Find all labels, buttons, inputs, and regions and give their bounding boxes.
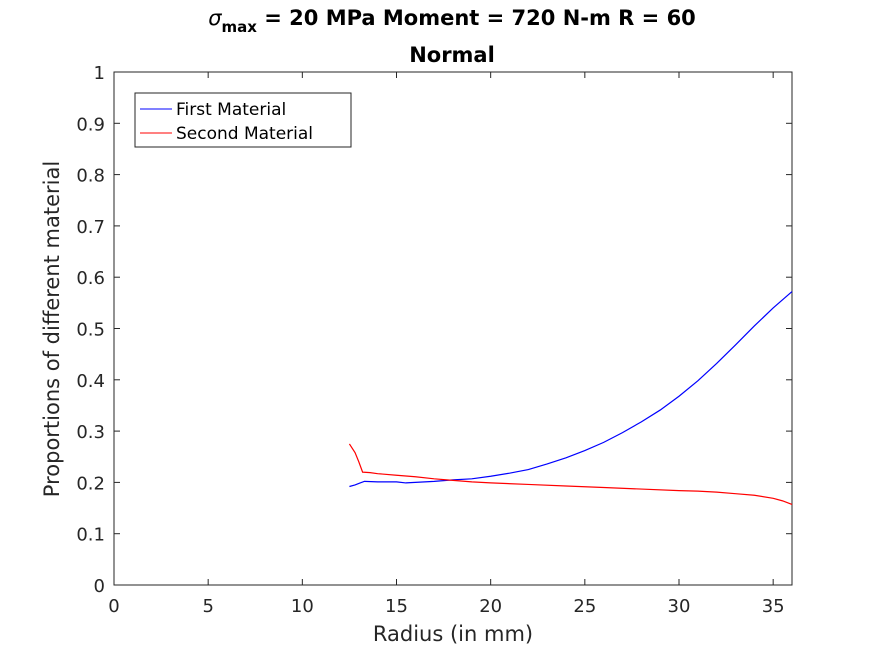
legend-box (134, 92, 352, 148)
x-tick-label: 20 (479, 596, 502, 617)
x-axis: 0 5 10 15 20 25 30 35 (108, 72, 785, 617)
series-line-first-material (349, 291, 793, 488)
x-tick-label: 25 (573, 596, 596, 617)
series-layer (348, 291, 793, 506)
plot-area (113, 71, 793, 586)
y-axis-label: Proportions of different material (40, 161, 64, 497)
y-tick-label: 0.3 (76, 422, 105, 443)
chart-title-line2: Normal (409, 43, 495, 67)
x-tick-label: 30 (668, 596, 691, 617)
x-tick-label: 35 (762, 596, 785, 617)
y-tick-label: 0.7 (76, 217, 105, 238)
y-tick-label: 0.4 (76, 371, 105, 392)
x-tick-label: 5 (202, 596, 213, 617)
y-tick-label: 0 (94, 576, 105, 597)
x-tick-label: 15 (385, 596, 408, 617)
y-tick-label: 0.6 (76, 268, 105, 289)
series-line-second-material (348, 443, 793, 506)
title-sigma: σ (208, 6, 222, 30)
y-tick-label: 0.1 (76, 525, 105, 546)
legend-label-second-material: Second Material (176, 124, 313, 144)
legend: First Material Second Material (134, 92, 352, 148)
title-subscript: max (222, 18, 258, 36)
x-tick-label: 10 (291, 596, 314, 617)
x-tick-label: 0 (108, 596, 119, 617)
chart-title-line1: σmax = 20 MPa Moment = 720 N-m R = 60 (208, 6, 696, 36)
y-tick-label: 0.9 (76, 114, 105, 135)
legend-label-first-material: First Material (176, 100, 286, 120)
y-tick-label: 0.5 (76, 320, 105, 341)
x-axis-label: Radius (in mm) (373, 622, 533, 646)
y-tick-label: 0.2 (76, 473, 105, 494)
title-rest: = 20 MPa Moment = 720 N-m R = 60 (257, 6, 696, 30)
y-tick-label: 0.8 (76, 166, 105, 187)
y-axis: 0 0.1 0.2 0.3 0.4 0.5 0.6 0.7 0.8 0.9 1 (76, 63, 792, 597)
y-tick-label: 1 (94, 63, 105, 84)
